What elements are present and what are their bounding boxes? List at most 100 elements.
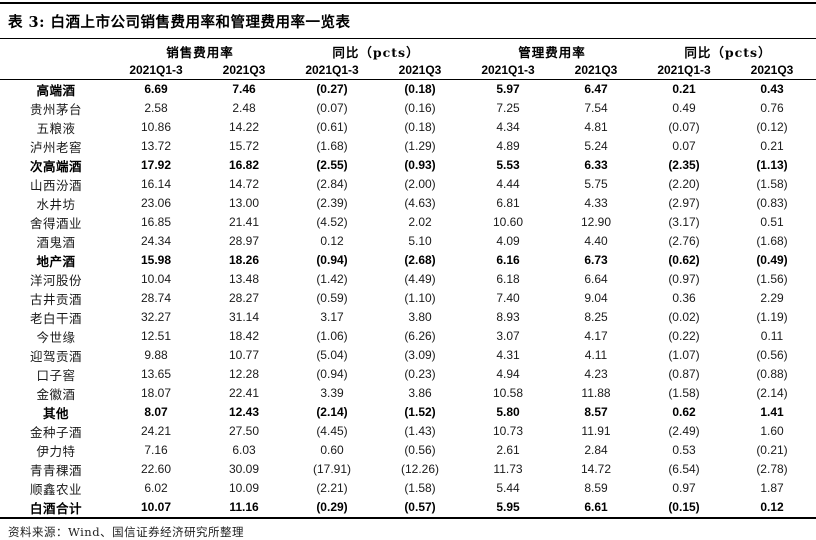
value-cell: (1.52) xyxy=(404,405,436,419)
value-cell: 10.73 xyxy=(492,424,524,438)
value-cell: 6.47 xyxy=(584,82,608,96)
value-cell: 2.58 xyxy=(144,101,168,115)
table-body: 高端酒 6.69 7.46 (0.27) (0.18) 5.97 6.47 0.21 0.43 贵… xyxy=(0,79,816,518)
value-cell: (0.57) xyxy=(404,500,436,514)
top-divider xyxy=(0,2,816,4)
value-cell: (0.21) xyxy=(756,443,788,457)
table-row: 其他 8.07 12.43 (2.14) (1.52) 5.80 8.57 0.62 1.41 xyxy=(0,403,816,422)
title-divider xyxy=(0,38,816,39)
company-name-cell: 次高端酒 xyxy=(29,158,82,174)
value-cell: (0.93) xyxy=(404,158,436,172)
company-name-cell: 古井贡酒 xyxy=(29,291,82,307)
value-cell: 2.48 xyxy=(232,101,256,115)
period-header: 2021Q3 xyxy=(750,62,794,77)
table-row: 今世缘 12.51 18.42 (1.06) (6.26) 3.07 4.17 (0.22) 0… xyxy=(0,327,816,346)
value-cell: (1.42) xyxy=(316,272,348,286)
value-cell: (0.07) xyxy=(668,120,700,134)
table-row: 泸州老窖 13.72 15.72 (1.68) (1.29) 4.89 5.24 0.07 0.… xyxy=(0,137,816,156)
value-cell: 4.23 xyxy=(584,367,608,381)
value-cell: 17.92 xyxy=(140,158,172,172)
value-cell: (1.13) xyxy=(756,158,788,172)
value-cell: (0.07) xyxy=(316,101,348,115)
table-row: 高端酒 6.69 7.46 (0.27) (0.18) 5.97 6.47 0.21 0.43 xyxy=(0,79,816,99)
source-note: 资料来源：Wind、国信证券经济研究所整理 xyxy=(8,524,245,539)
value-cell: 7.40 xyxy=(496,291,520,305)
value-cell: 0.43 xyxy=(760,82,784,96)
value-cell: (0.29) xyxy=(316,500,348,514)
period-header: 2021Q3 xyxy=(398,62,442,77)
value-cell: 15.72 xyxy=(228,139,260,153)
value-cell: 4.44 xyxy=(496,177,520,191)
value-cell: (0.83) xyxy=(756,196,788,210)
value-cell: 0.76 xyxy=(760,101,784,115)
value-cell: (1.68) xyxy=(316,139,348,153)
value-cell: 13.72 xyxy=(140,139,172,153)
value-cell: (4.63) xyxy=(404,196,436,210)
value-cell: 0.21 xyxy=(672,82,696,96)
value-cell: (3.09) xyxy=(404,348,436,362)
table-row: 酒鬼酒 24.34 28.97 0.12 5.10 4.09 4.40 (2.76) (1.68… xyxy=(0,232,816,251)
company-name-cell: 洋河股份 xyxy=(29,272,82,288)
value-cell: 4.89 xyxy=(496,139,520,153)
value-cell: 2.84 xyxy=(584,443,608,457)
group-header-mgmt-yoy: 同比（pcts） xyxy=(684,45,772,60)
value-cell: 0.36 xyxy=(672,291,696,305)
value-cell: 27.50 xyxy=(228,424,260,438)
value-cell: 6.61 xyxy=(584,500,608,514)
value-cell: 30.09 xyxy=(228,462,260,476)
value-cell: (0.18) xyxy=(404,82,436,96)
value-cell: (4.45) xyxy=(316,424,348,438)
table-row: 古井贡酒 28.74 28.27 (0.59) (1.10) 7.40 9.04 0.36 2.… xyxy=(0,289,816,308)
expense-ratio-table: 销售费用率 同比（pcts） 管理费用率 同比（pcts） 2021Q1-3 2… xyxy=(0,39,816,519)
value-cell: 4.94 xyxy=(496,367,520,381)
value-cell: 22.60 xyxy=(140,462,172,476)
value-cell: 0.12 xyxy=(320,234,344,248)
empty-corner-cell xyxy=(0,61,112,79)
value-cell: 10.58 xyxy=(492,386,524,400)
table-row: 洋河股份 10.04 13.48 (1.42) (4.49) 6.18 6.64 (0.97)… xyxy=(0,270,816,289)
company-name-cell: 老白干酒 xyxy=(29,310,82,326)
value-cell: 4.31 xyxy=(496,348,520,362)
value-cell: 9.88 xyxy=(144,348,168,362)
value-cell: 16.85 xyxy=(140,215,172,229)
value-cell: 7.46 xyxy=(232,82,256,96)
value-cell: (2.84) xyxy=(316,177,348,191)
value-cell: 5.10 xyxy=(408,234,432,248)
value-cell: 28.97 xyxy=(228,234,260,248)
value-cell: (2.20) xyxy=(668,177,700,191)
value-cell: 8.25 xyxy=(584,310,608,324)
value-cell: 7.25 xyxy=(496,101,520,115)
value-cell: (1.10) xyxy=(404,291,436,305)
table-row: 伊力特 7.16 6.03 0.60 (0.56) 2.61 2.84 0.53 (0.21) xyxy=(0,441,816,460)
value-cell: 11.91 xyxy=(581,424,611,438)
value-cell: (0.22) xyxy=(668,329,700,343)
value-cell: 0.49 xyxy=(672,101,696,115)
value-cell: (1.19) xyxy=(756,310,788,324)
group-header-mgmt-ratio: 管理费用率 xyxy=(518,45,586,60)
value-cell: (2.14) xyxy=(316,405,348,419)
value-cell: 9.04 xyxy=(584,291,608,305)
table-header: 销售费用率 同比（pcts） 管理费用率 同比（pcts） 2021Q1-3 2… xyxy=(0,39,816,79)
value-cell: 4.11 xyxy=(584,348,608,362)
empty-corner-cell xyxy=(0,39,112,61)
value-cell: 0.21 xyxy=(760,139,784,153)
value-cell: 1.87 xyxy=(760,481,784,495)
company-name-cell: 今世缘 xyxy=(36,329,76,345)
table-title: 表 3: 白酒上市公司销售费用率和管理费用率一览表 xyxy=(8,14,351,31)
value-cell: 5.95 xyxy=(496,500,520,514)
value-cell: 6.18 xyxy=(496,272,520,286)
value-cell: 4.40 xyxy=(584,234,608,248)
value-cell: 3.80 xyxy=(408,310,432,324)
value-cell: (0.27) xyxy=(316,82,348,96)
value-cell: 12.43 xyxy=(228,405,260,419)
table-row: 顺鑫农业 6.02 10.09 (2.21) (1.58) 5.44 8.59 0.97 1.8… xyxy=(0,479,816,498)
value-cell: (17.91) xyxy=(312,462,352,476)
value-cell: (0.49) xyxy=(756,253,788,267)
value-cell: 10.77 xyxy=(228,348,260,362)
value-cell: (1.58) xyxy=(404,481,436,495)
value-cell: (1.43) xyxy=(404,424,436,438)
value-cell: (0.12) xyxy=(756,120,788,134)
value-cell: (0.97) xyxy=(668,272,700,286)
value-cell: 6.73 xyxy=(584,253,608,267)
